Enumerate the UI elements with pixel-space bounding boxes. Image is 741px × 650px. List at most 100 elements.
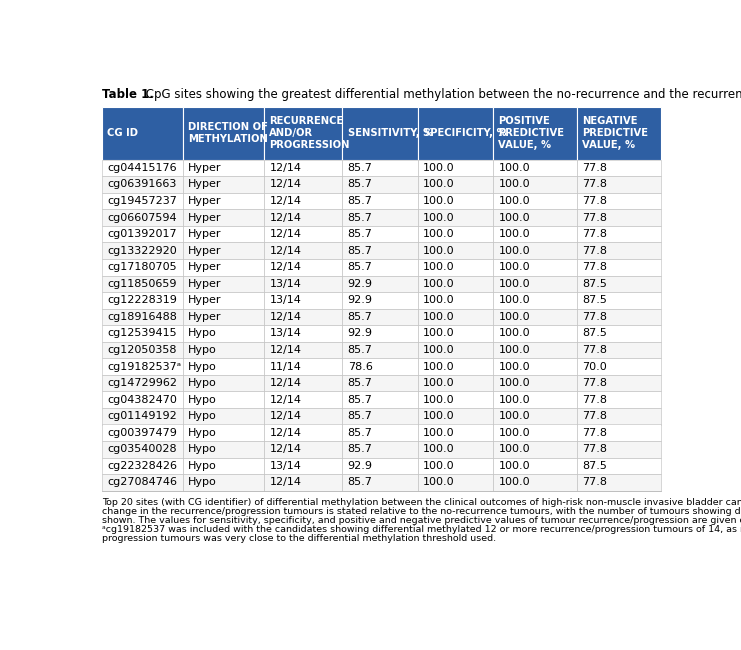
Bar bbox=[493, 107, 577, 160]
Text: Hypo: Hypo bbox=[188, 411, 217, 421]
Text: RECURRENCE
AND/OR
PROGRESSION: RECURRENCE AND/OR PROGRESSION bbox=[270, 116, 350, 150]
Text: cg12228319: cg12228319 bbox=[107, 295, 177, 306]
Bar bbox=[577, 309, 661, 325]
Text: 100.0: 100.0 bbox=[423, 246, 455, 255]
Bar bbox=[493, 441, 577, 458]
Text: Hypo: Hypo bbox=[188, 461, 217, 471]
Bar bbox=[493, 276, 577, 292]
Text: CpG sites showing the greatest differential methylation between the no-recurrenc: CpG sites showing the greatest different… bbox=[142, 88, 741, 101]
Text: Hyper: Hyper bbox=[188, 262, 222, 272]
Text: 85.7: 85.7 bbox=[348, 378, 373, 388]
Bar bbox=[183, 408, 264, 424]
Text: 77.8: 77.8 bbox=[582, 262, 608, 272]
Bar bbox=[418, 259, 493, 276]
Text: Hyper: Hyper bbox=[188, 229, 222, 239]
Bar bbox=[342, 458, 418, 474]
Bar bbox=[183, 325, 264, 342]
Bar bbox=[342, 441, 418, 458]
Text: progression tumours was very close to the differential methylation threshold use: progression tumours was very close to th… bbox=[102, 534, 496, 543]
Text: 100.0: 100.0 bbox=[423, 395, 455, 405]
Text: 77.8: 77.8 bbox=[582, 163, 608, 173]
Text: 77.8: 77.8 bbox=[582, 395, 608, 405]
Text: 100.0: 100.0 bbox=[499, 378, 530, 388]
Text: 12/14: 12/14 bbox=[270, 478, 302, 488]
Text: 77.8: 77.8 bbox=[582, 378, 608, 388]
Bar bbox=[183, 242, 264, 259]
Text: cg12050358: cg12050358 bbox=[107, 345, 177, 355]
Bar bbox=[264, 226, 342, 242]
Bar bbox=[493, 408, 577, 424]
Bar bbox=[577, 358, 661, 375]
Text: 12/14: 12/14 bbox=[270, 163, 302, 173]
Bar bbox=[342, 325, 418, 342]
Text: 100.0: 100.0 bbox=[423, 179, 455, 189]
Bar bbox=[577, 259, 661, 276]
Text: 100.0: 100.0 bbox=[423, 229, 455, 239]
Bar bbox=[102, 176, 183, 193]
Bar bbox=[493, 474, 577, 491]
Text: 77.8: 77.8 bbox=[582, 345, 608, 355]
Bar bbox=[264, 342, 342, 358]
Bar bbox=[577, 276, 661, 292]
Bar bbox=[264, 193, 342, 209]
Text: 100.0: 100.0 bbox=[423, 411, 455, 421]
Bar bbox=[183, 309, 264, 325]
Bar bbox=[577, 226, 661, 242]
Text: Hyper: Hyper bbox=[188, 163, 222, 173]
Bar bbox=[264, 209, 342, 226]
Bar bbox=[342, 309, 418, 325]
Text: 100.0: 100.0 bbox=[423, 295, 455, 306]
Text: 87.5: 87.5 bbox=[582, 295, 607, 306]
Bar bbox=[418, 193, 493, 209]
Bar bbox=[342, 176, 418, 193]
Text: 12/14: 12/14 bbox=[270, 445, 302, 454]
Bar bbox=[493, 176, 577, 193]
Text: 77.8: 77.8 bbox=[582, 478, 608, 488]
Bar bbox=[183, 160, 264, 176]
Bar bbox=[183, 458, 264, 474]
Text: 85.7: 85.7 bbox=[348, 179, 373, 189]
Text: SENSITIVITY, %: SENSITIVITY, % bbox=[348, 129, 433, 138]
Text: cg04382470: cg04382470 bbox=[107, 395, 177, 405]
Text: 77.8: 77.8 bbox=[582, 179, 608, 189]
Text: ᵃcg19182537 was included with the candidates showing differential methylated 12 : ᵃcg19182537 was included with the candid… bbox=[102, 525, 741, 534]
Bar bbox=[342, 226, 418, 242]
Text: Hyper: Hyper bbox=[188, 196, 222, 206]
Text: 100.0: 100.0 bbox=[423, 213, 455, 222]
Text: 100.0: 100.0 bbox=[423, 312, 455, 322]
Text: cg06607594: cg06607594 bbox=[107, 213, 177, 222]
Text: 100.0: 100.0 bbox=[423, 361, 455, 372]
Text: Table 1.: Table 1. bbox=[102, 88, 154, 101]
Text: 12/14: 12/14 bbox=[270, 395, 302, 405]
Bar bbox=[342, 276, 418, 292]
Bar bbox=[342, 292, 418, 309]
Text: 85.7: 85.7 bbox=[348, 229, 373, 239]
Bar bbox=[577, 325, 661, 342]
Text: 87.5: 87.5 bbox=[582, 461, 607, 471]
Text: 100.0: 100.0 bbox=[499, 395, 530, 405]
Bar bbox=[493, 226, 577, 242]
Bar bbox=[342, 375, 418, 391]
Text: 12/14: 12/14 bbox=[270, 312, 302, 322]
Text: cg03540028: cg03540028 bbox=[107, 445, 177, 454]
Text: 100.0: 100.0 bbox=[423, 445, 455, 454]
Text: 77.8: 77.8 bbox=[582, 411, 608, 421]
Text: cg06391663: cg06391663 bbox=[107, 179, 176, 189]
Text: 100.0: 100.0 bbox=[423, 345, 455, 355]
Bar bbox=[264, 408, 342, 424]
Bar bbox=[418, 309, 493, 325]
Bar bbox=[577, 292, 661, 309]
Text: cg12539415: cg12539415 bbox=[107, 328, 177, 339]
Text: 12/14: 12/14 bbox=[270, 196, 302, 206]
Bar bbox=[577, 408, 661, 424]
Bar bbox=[264, 309, 342, 325]
Text: 11/14: 11/14 bbox=[270, 361, 302, 372]
Bar bbox=[577, 342, 661, 358]
Text: shown. The values for sensitivity, specificity, and positive and negative predic: shown. The values for sensitivity, speci… bbox=[102, 516, 741, 525]
Bar bbox=[493, 358, 577, 375]
Text: cg18916488: cg18916488 bbox=[107, 312, 177, 322]
Text: 100.0: 100.0 bbox=[499, 461, 530, 471]
Text: 85.7: 85.7 bbox=[348, 428, 373, 438]
Bar bbox=[493, 325, 577, 342]
Text: 100.0: 100.0 bbox=[423, 279, 455, 289]
